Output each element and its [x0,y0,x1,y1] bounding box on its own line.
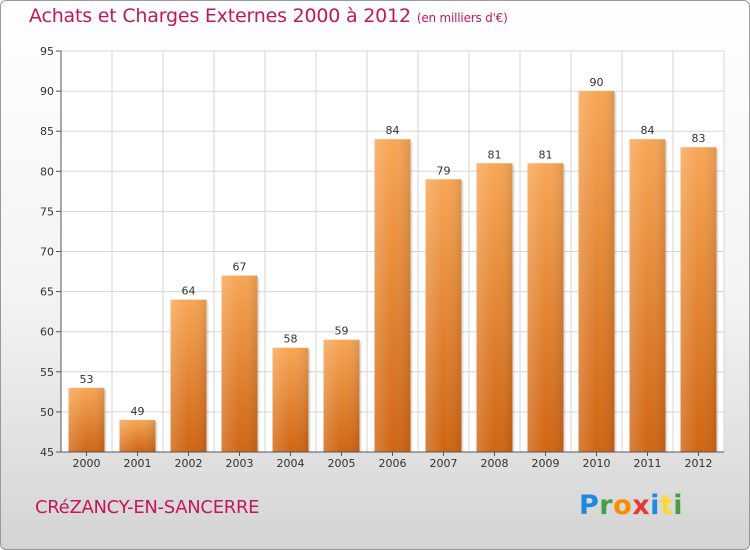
x-tick-label-2010: 2010 [583,457,611,470]
data-label-2006: 84 [386,124,400,137]
y-tick-label: 70 [40,246,54,259]
logo-letter: o [613,490,633,521]
bar-highlight [323,339,360,452]
logo-letter: P [579,490,600,521]
data-label-2003: 67 [233,261,247,274]
bar-highlight [170,299,207,452]
bar-highlight [425,179,462,452]
logo-letter: i [673,490,684,521]
y-tick-label: 85 [40,125,54,138]
y-tick-label: 45 [40,446,54,459]
bar-highlight [680,147,717,453]
data-label-2005: 59 [335,325,349,338]
bar-highlight [119,419,156,452]
x-tick-label-2006: 2006 [379,457,407,470]
bar-highlight [272,347,309,452]
x-tick-label-2011: 2011 [634,457,662,470]
data-label-2011: 84 [641,124,655,137]
y-tick-label: 80 [40,165,54,178]
chart-title-text: Achats et Charges Externes 2000 à 2012 [29,5,411,27]
y-tick-label: 60 [40,326,54,339]
data-label-2007: 79 [437,164,451,177]
x-tick-label-2000: 2000 [73,457,101,470]
data-label-2010: 90 [590,76,604,89]
y-tick-label: 55 [40,366,54,379]
logo-letter: x [632,490,651,521]
logo-letter: r [599,490,614,521]
chart-subtitle: (en milliers d'€) [416,11,508,25]
x-tick-label-2012: 2012 [685,457,713,470]
x-tick-label-2003: 2003 [226,457,254,470]
y-tick-label: 65 [40,286,54,299]
x-tick-label-2002: 2002 [175,457,203,470]
logo-letter: t [659,490,674,521]
x-tick-label-2009: 2009 [532,457,560,470]
bar-highlight [476,163,513,452]
data-label-2000: 53 [80,373,94,386]
y-tick-label: 95 [40,45,54,58]
bar-highlight [221,275,258,452]
data-label-2002: 64 [182,285,196,298]
bar-highlight [629,139,666,452]
y-tick-label: 75 [40,205,54,218]
y-tick-label: 50 [40,406,54,419]
bar-highlight [527,163,564,452]
x-tick-label-2007: 2007 [430,457,458,470]
x-tick-label-2001: 2001 [124,457,152,470]
bar-highlight [68,387,105,452]
data-label-2004: 58 [284,333,298,346]
data-label-2012: 83 [692,132,706,145]
logo-letter: i [650,490,660,521]
axes: 45 50 55 60 65 70 75 80 85 90 95 2000 2001 2002 2003 20… [40,45,724,470]
bar-highlight [578,91,615,452]
y-tick-label: 90 [40,85,54,98]
commune-name: CRéZANCY-EN-SANCERRE [35,497,260,518]
chart-title: Achats et Charges Externes 2000 à 2012 (e… [29,5,508,27]
data-label-2009: 81 [539,148,553,161]
bars: 53 49 64 67 58 59 84 79 81 81 90 84 83 [68,76,719,453]
data-label-2001: 49 [131,405,145,418]
data-label-2008: 81 [488,148,502,161]
x-tick-label-2008: 2008 [481,457,509,470]
proxiti-logo: Proxiti [579,490,683,521]
x-tick-label-2004: 2004 [277,457,305,470]
bar-highlight [374,139,411,452]
x-tick-label-2005: 2005 [328,457,356,470]
